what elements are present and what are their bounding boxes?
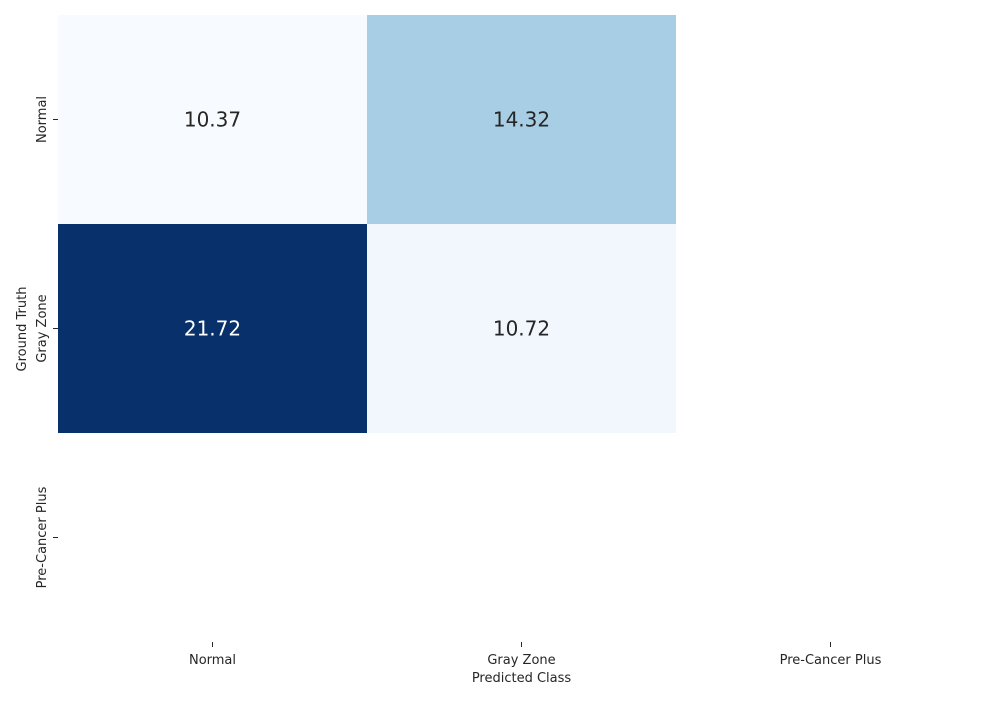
y-tick-label-pre-cancer-plus: Pre-Cancer Plus bbox=[35, 486, 50, 588]
x-tick-label-normal: Normal bbox=[189, 653, 236, 668]
y-axis-ticks: Normal Gray Zone Pre-Cancer Plus bbox=[35, 96, 58, 588]
heatmap-cell-gray-zone-gray-zone bbox=[367, 224, 676, 433]
x-axis-ticks: Normal Gray Zone Pre-Cancer Plus bbox=[189, 642, 882, 668]
cell-value-label-normal-gray-zone: 14.32 bbox=[493, 108, 550, 132]
y-tick-label-normal: Normal bbox=[35, 96, 50, 143]
cell-value-label-gray-zone-gray-zone: 10.72 bbox=[493, 317, 550, 341]
heatmap-cell-normal-normal bbox=[58, 15, 367, 224]
heatmap-cell-gray-zone-normal bbox=[58, 224, 367, 433]
x-axis-label: Predicted Class bbox=[472, 671, 572, 686]
heatmap-cell-labels: 10.37 14.32 21.72 10.72 bbox=[184, 108, 550, 341]
x-tick-label-gray-zone: Gray Zone bbox=[487, 653, 555, 668]
y-axis-label: Ground Truth bbox=[15, 287, 30, 372]
cell-value-label-normal-normal: 10.37 bbox=[184, 108, 241, 132]
heatmap-cell-normal-gray-zone bbox=[367, 15, 676, 224]
cell-value-label-gray-zone-normal: 21.72 bbox=[184, 317, 241, 341]
x-tick-label-pre-cancer-plus: Pre-Cancer Plus bbox=[780, 653, 882, 668]
heatmap-cells bbox=[58, 15, 676, 433]
y-tick-label-gray-zone: Gray Zone bbox=[35, 294, 50, 362]
